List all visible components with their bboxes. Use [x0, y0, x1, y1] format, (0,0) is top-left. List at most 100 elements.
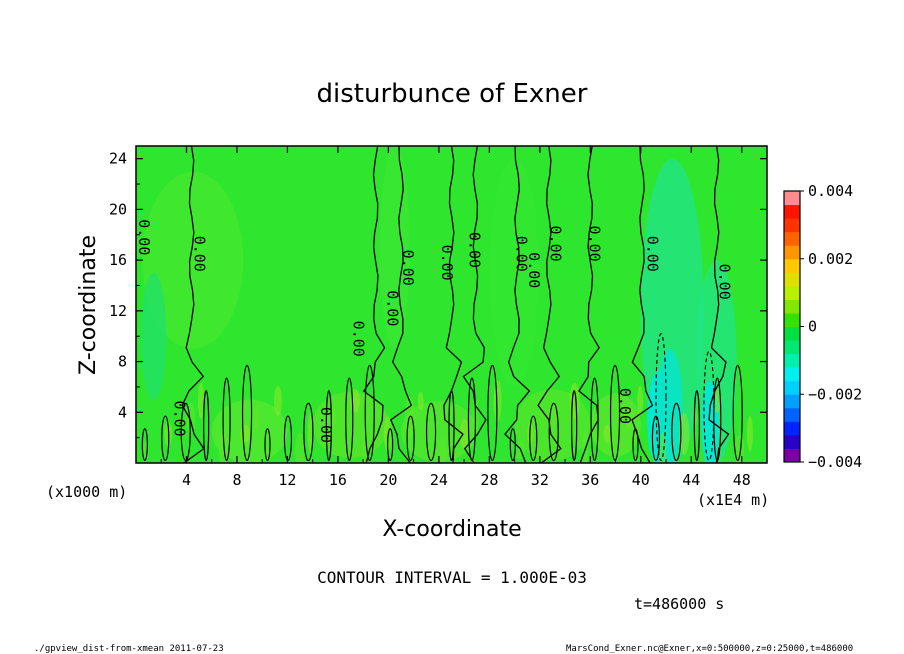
y-tick-label: 4 [118, 403, 127, 421]
colorbar-swatch [784, 285, 800, 300]
colorbar-swatch [784, 299, 800, 314]
contour-loop [571, 390, 578, 462]
contour-interval-text: CONTOUR INTERVAL = 1.000E-03 [317, 568, 587, 587]
x-tick-label: 16 [329, 471, 347, 489]
y-axis-title: Z-coordinate [76, 235, 101, 375]
colorbar-swatch [784, 407, 800, 422]
contour-loop [590, 377, 599, 462]
colorbar-swatch [784, 340, 800, 355]
contour-labels: 0.00 0.000.00 0.000.000.000.00 0.00 0.00 0.00… [135, 219, 734, 443]
y-tick-label: 12 [109, 302, 127, 320]
colorbar-swatch [784, 204, 800, 219]
contour-loop [364, 364, 375, 462]
colorbar: 0.004 0.002 0 −0.002 −0.004 [783, 182, 862, 471]
contour-loop [325, 390, 332, 462]
y-tick-label: 8 [118, 353, 127, 371]
contour-loop [609, 364, 621, 462]
script-name: ./gpview_dist-from-xmean 2011-07-23 [34, 644, 224, 654]
plot-frame [135, 145, 768, 464]
plot-area: 0.00 0.000.00 0.000.000.000.00 0.00 0.00 0.00… [135, 146, 767, 463]
contour-loop [448, 390, 455, 462]
colorbar-swatch [784, 434, 800, 449]
contour-line [537, 146, 562, 463]
contour-label: 0.00 [525, 252, 543, 288]
contour-label: 0.00 [586, 226, 604, 262]
contour-line [362, 146, 386, 463]
colorbar-swatch [784, 326, 800, 341]
x-tick-label: 32 [531, 471, 549, 489]
colorbar-swatch [784, 312, 800, 327]
contour-loop [264, 428, 271, 462]
colorbar-swatch [784, 353, 800, 368]
contour-loop [732, 364, 743, 462]
x-tick-label: 36 [581, 471, 599, 489]
y-axis: 4 8 12 16 20 24 [109, 150, 767, 439]
x-tick-label: 8 [232, 471, 241, 489]
colorbar-swatch [784, 245, 800, 260]
contour-loop [548, 402, 559, 462]
field-blob [252, 405, 259, 430]
contour-label: 0.00 [170, 401, 188, 437]
contour-loop [487, 364, 498, 462]
negative-contour [703, 350, 715, 462]
field-blob [197, 382, 204, 419]
contour-label: 0.00 [191, 236, 209, 272]
colorbar-swatch [784, 380, 800, 395]
field-blob [692, 408, 699, 427]
file-info: MarsCond_Exner.nc@Exner,x=0:500000,z=0:2… [566, 644, 853, 654]
contour-line [631, 146, 654, 463]
contour-loop [303, 402, 314, 462]
contour-lines [141, 146, 743, 463]
contour-loop [693, 390, 700, 462]
colorbar-tick-label: 0.004 [808, 182, 853, 200]
contour-line [181, 146, 205, 463]
colorbar-tick-label: 0.002 [808, 250, 853, 268]
contour-loop [509, 428, 516, 462]
colorbar-tick-label: −0.002 [808, 385, 862, 403]
time-stamp: t=486000 s [634, 595, 724, 613]
colorbar-tick-label: 0 [808, 318, 817, 336]
field-patch [142, 171, 244, 349]
colorbar-swatch [784, 258, 800, 273]
field-blob [624, 405, 635, 430]
x-tick-label: 48 [733, 471, 751, 489]
x-tick-label: 12 [278, 471, 296, 489]
contour-loop [141, 428, 148, 462]
contour-loop [425, 402, 437, 462]
contour-line [443, 146, 464, 463]
y-tick-label: 20 [109, 200, 127, 218]
x-tick-label: 20 [379, 471, 397, 489]
field-patch [401, 400, 477, 462]
field-blob [362, 435, 369, 463]
contour-label: 0.00 [512, 236, 530, 272]
field-blob [713, 388, 722, 413]
contour-loop [180, 402, 191, 462]
contour-loop [467, 377, 477, 462]
contour-loop [241, 364, 253, 462]
contour-loop [406, 415, 415, 462]
contour-label: 0.00 [399, 250, 417, 286]
contour-label: 0.00 [350, 321, 368, 357]
field-blob [734, 435, 745, 463]
contour-label: 0.00 [135, 219, 153, 255]
contour-loop [713, 377, 722, 462]
contour-label: 0.00 [616, 388, 634, 424]
colorbar-swatch [784, 191, 800, 206]
colorbar-swatch [784, 421, 800, 436]
contour-label: 0.00 [317, 407, 335, 443]
colorbar-swatch [784, 218, 800, 233]
colorbar-swatch [784, 272, 800, 287]
x-tick-label: 24 [430, 471, 448, 489]
x-tick-label: 44 [682, 471, 700, 489]
colorbar-swatch [784, 231, 800, 246]
contour-label: 0.00 [546, 226, 564, 262]
contour-line [389, 146, 413, 463]
x-tick-label: 28 [480, 471, 498, 489]
contour-label: 0.00 [716, 264, 734, 300]
chart-title: disturbunce of Exner [317, 79, 588, 109]
field-blob [240, 424, 251, 443]
x-tick-label: 40 [632, 471, 650, 489]
colorbar-tick-label: −0.004 [808, 453, 862, 471]
field-blob [438, 438, 447, 463]
